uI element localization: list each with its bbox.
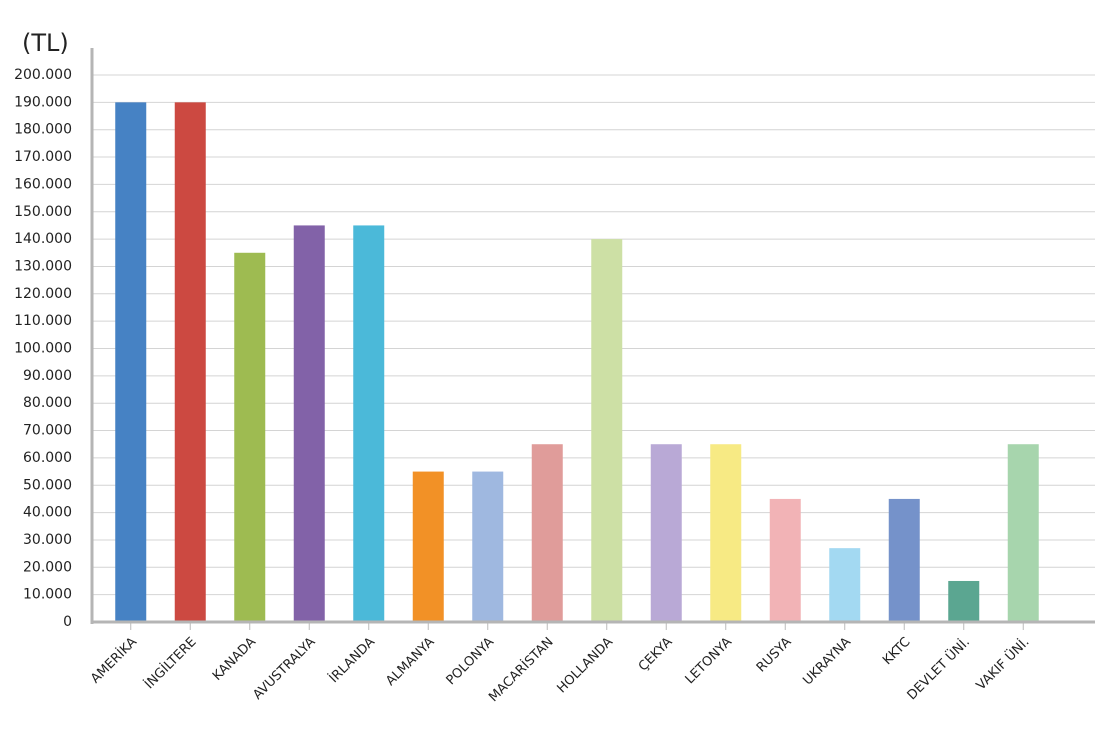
bar [591, 239, 623, 622]
y-tick-label: 100.000 [14, 341, 72, 357]
bar [472, 471, 504, 622]
y-tick-label: 80.000 [23, 395, 72, 411]
bar [710, 444, 742, 622]
x-tick-label: İNGİLTERE [141, 634, 199, 692]
y-tick-label: 0 [63, 614, 72, 630]
y-tick-label: 40.000 [23, 505, 72, 521]
y-tick-label: 70.000 [23, 423, 72, 439]
x-tick-label: ALMANYA [383, 635, 437, 689]
x-tick-label: RUSYA [754, 635, 795, 676]
x-tick-label: DEVLET ÜNİ. [903, 633, 973, 703]
bar [1007, 444, 1039, 622]
bar [174, 102, 206, 623]
bar [293, 225, 325, 623]
x-tick-label: VAKIF ÜNİ. [972, 633, 1032, 693]
bar [234, 252, 266, 622]
bar [412, 471, 444, 622]
bar [353, 225, 385, 623]
y-tick-label: 60.000 [23, 450, 72, 466]
y-tick-label: 120.000 [14, 286, 72, 302]
bar [769, 498, 801, 622]
y-tick-label: 200.000 [14, 67, 72, 83]
x-tick-label: LETONYA [683, 635, 736, 688]
x-tick-label: UKRAYNA [800, 635, 854, 689]
bar [888, 498, 920, 622]
y-tick-label: 190.000 [14, 94, 72, 110]
bar [650, 444, 682, 622]
y-tick-label: 90.000 [23, 368, 72, 384]
bar [115, 102, 147, 623]
bar [948, 580, 980, 622]
y-tick-label: 10.000 [23, 587, 72, 603]
x-tick-label: AMERİKA [87, 634, 140, 687]
y-tick-label: 140.000 [14, 231, 72, 247]
x-tick-label: KANADA [210, 635, 259, 684]
y-axis-label: (TL) [22, 29, 69, 57]
x-tick-label: AVUSTRALYA [250, 635, 318, 703]
y-tick-label: 110.000 [14, 313, 72, 329]
x-tick-label: HOLLANDA [554, 635, 616, 697]
y-tick-label: 170.000 [14, 149, 72, 165]
y-tick-label: 30.000 [23, 532, 72, 548]
x-tick-label: İRLANDA [326, 634, 378, 686]
x-tick-label: POLONYA [444, 635, 498, 689]
x-tick-label: KKTC [880, 635, 913, 668]
y-tick-label: 130.000 [14, 258, 72, 274]
y-tick-label: 160.000 [14, 176, 72, 192]
y-tick-label: 20.000 [23, 559, 72, 575]
bar [531, 444, 563, 622]
y-tick-label: 50.000 [23, 477, 72, 493]
bar [829, 548, 861, 622]
y-tick-label: 180.000 [14, 122, 72, 138]
y-tick-label: 150.000 [14, 204, 72, 220]
x-tick-label: ÇEKYA [636, 635, 676, 675]
